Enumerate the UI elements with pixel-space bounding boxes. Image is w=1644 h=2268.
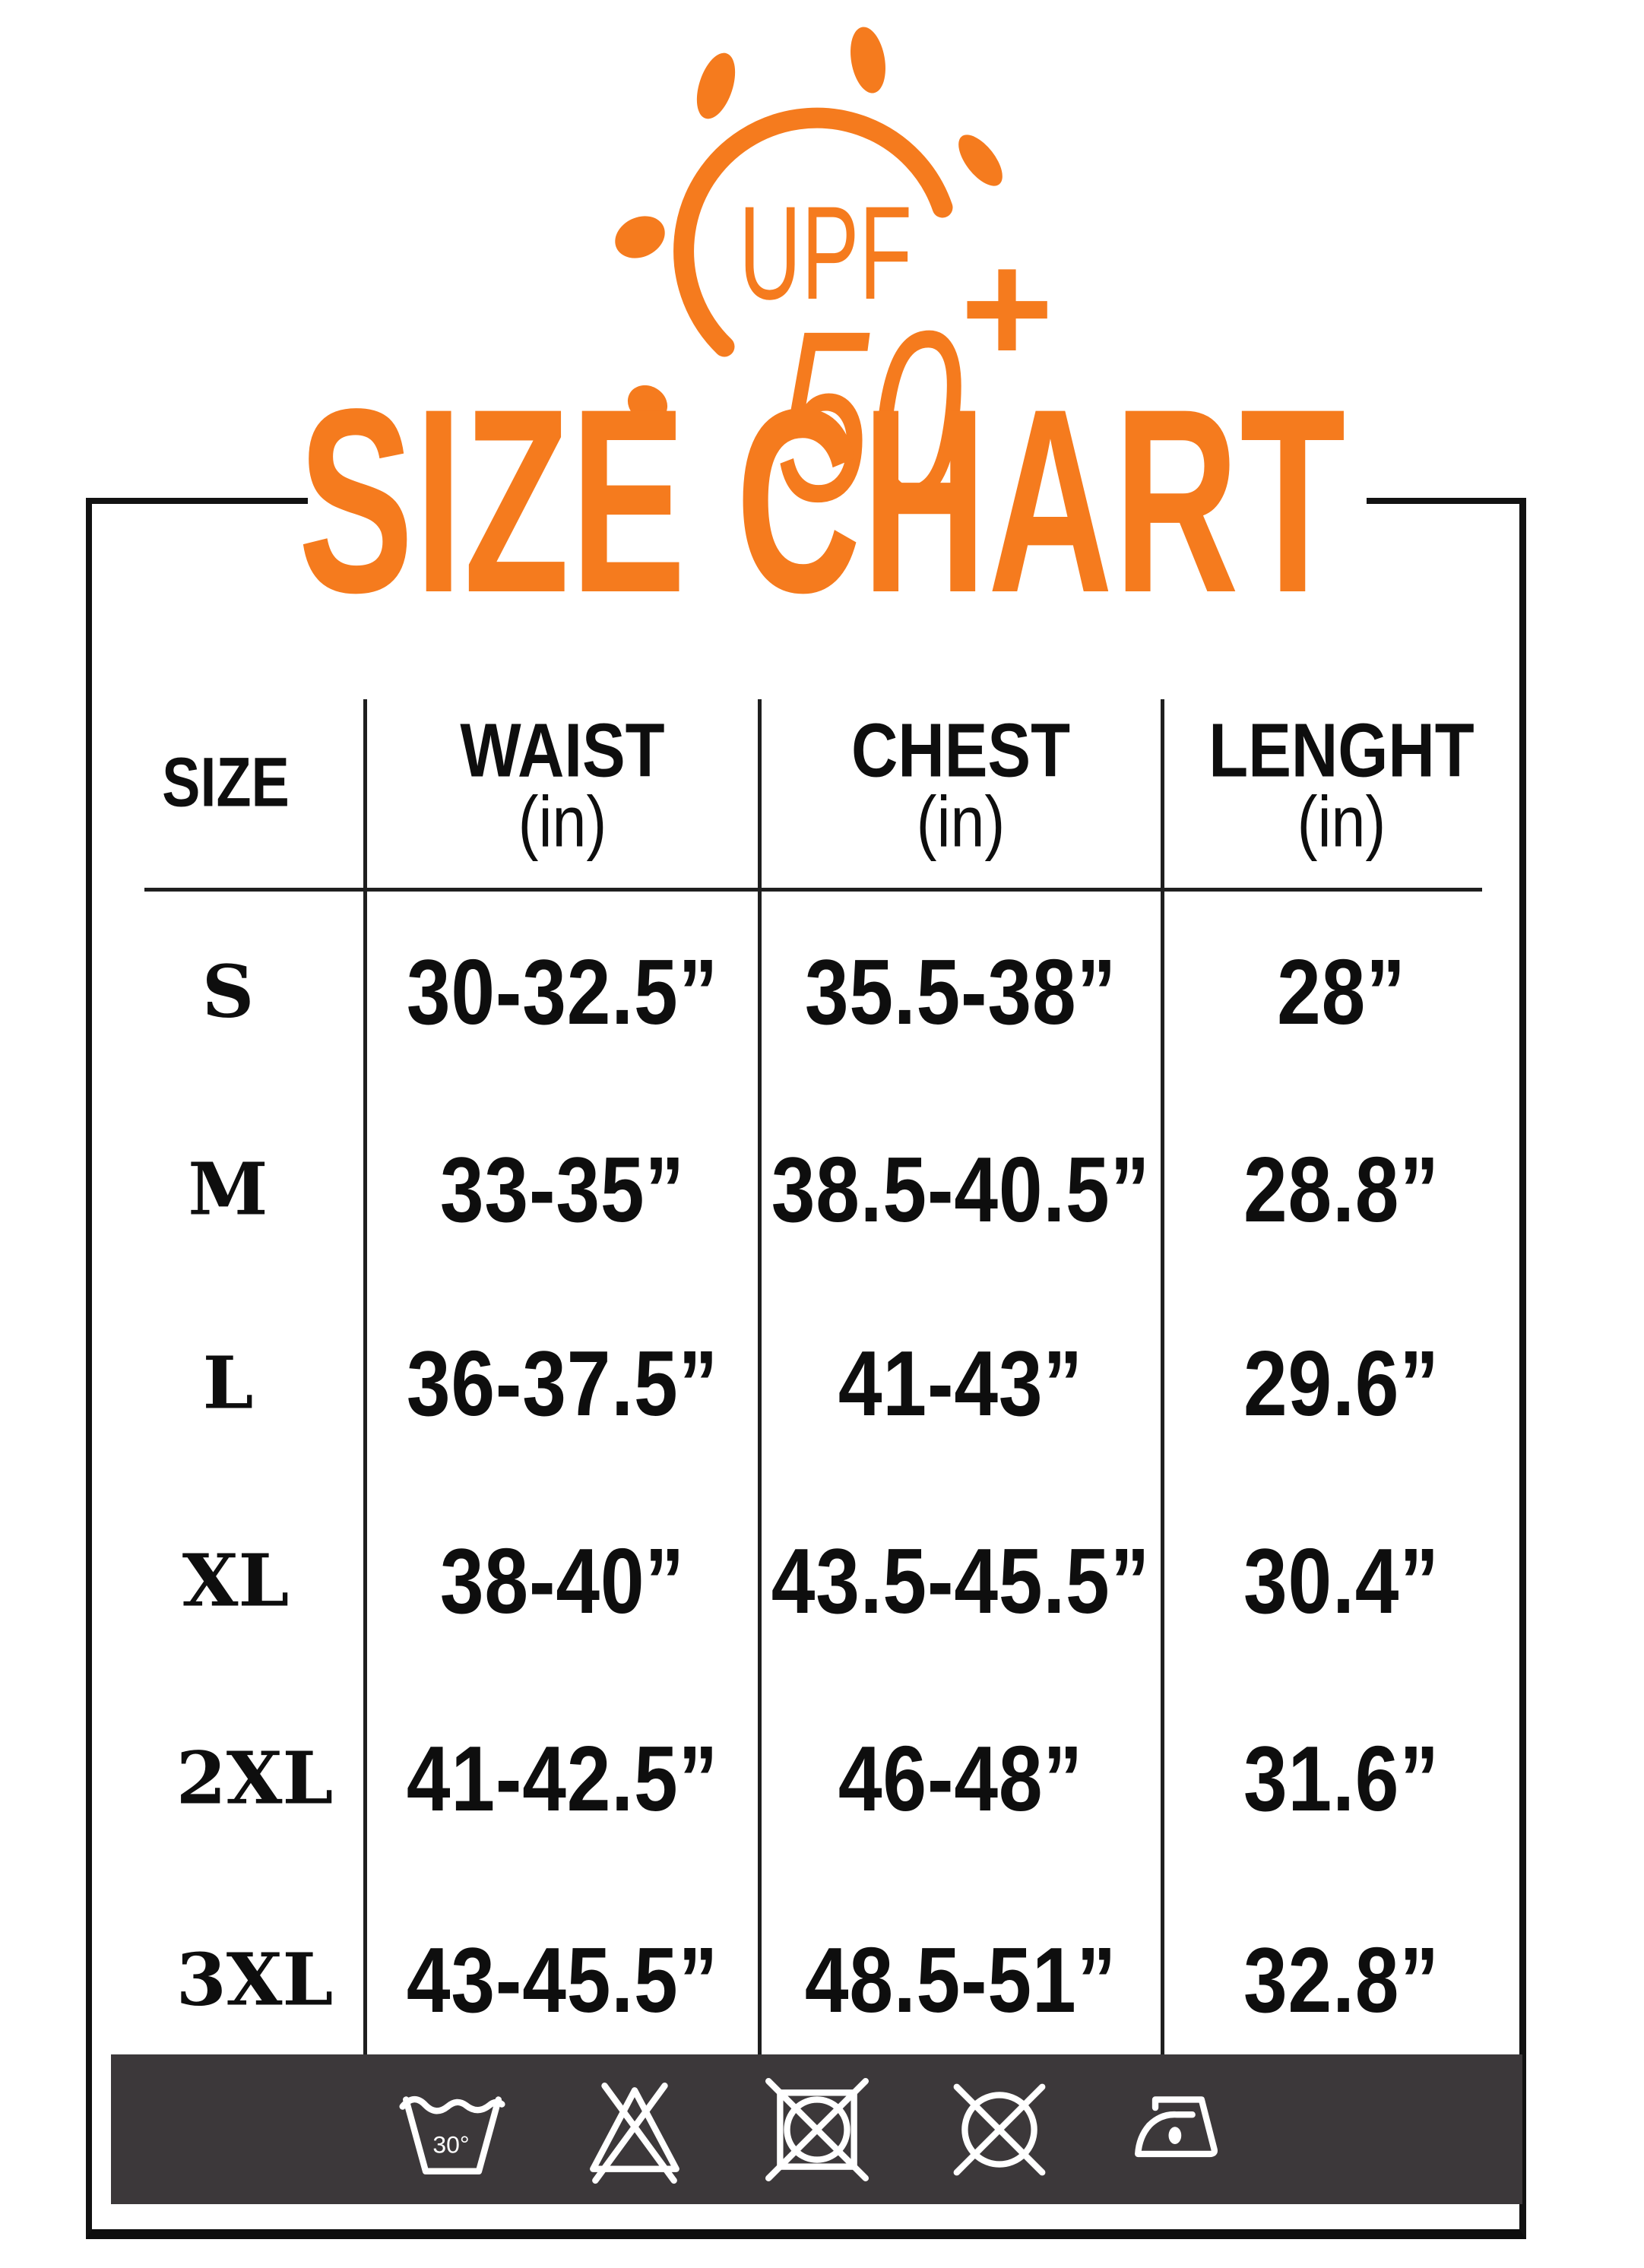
column-divider — [758, 699, 762, 2054]
header-chest: CHEST — [851, 708, 1071, 793]
column-divider — [1161, 699, 1164, 2054]
cell-length: 29.6” — [1243, 1332, 1440, 1435]
header-size: SIZE — [162, 743, 290, 822]
cell-waist: 43-45.5” — [406, 1928, 719, 2032]
cell-chest: 41-43” — [838, 1332, 1084, 1435]
sun-ray-icon — [851, 27, 885, 93]
cell-chest: 35.5-38” — [804, 940, 1117, 1044]
sun-ray-icon — [615, 216, 665, 258]
column-divider — [363, 699, 367, 2054]
do-not-tumble-dry-icon — [759, 2072, 875, 2187]
header-length: LENGHT — [1208, 708, 1475, 793]
frame-top-line-left — [86, 498, 308, 504]
row-size-label: L — [202, 1341, 254, 1426]
header-underline — [144, 888, 1482, 892]
page-title: SIZE CHART — [0, 370, 1644, 632]
wash-temp-label: 30° — [432, 2130, 469, 2158]
cell-chest: 46-48” — [838, 1727, 1084, 1830]
cell-length: 28.8” — [1243, 1138, 1440, 1241]
cell-waist: 30-32.5” — [406, 940, 719, 1044]
cell-chest: 48.5-51” — [804, 1928, 1117, 2032]
cell-waist: 36-37.5” — [406, 1332, 719, 1435]
cell-length: 30.4” — [1243, 1529, 1440, 1633]
frame-top-line-right — [1367, 498, 1526, 504]
sun-arc — [673, 107, 953, 357]
cell-waist: 33-35” — [439, 1138, 686, 1241]
sun-ray-icon — [958, 135, 1003, 186]
row-size-label: S — [201, 949, 255, 1034]
logo-upf-text: UPF — [739, 179, 912, 328]
cell-length: 28” — [1277, 940, 1406, 1044]
care-instructions-bar: 30° — [111, 2054, 1522, 2204]
header-chest-unit: (in) — [916, 781, 1006, 863]
row-size-label: 2XL — [176, 1736, 334, 1821]
cell-length: 31.6” — [1243, 1727, 1440, 1830]
do-not-bleach-icon — [577, 2072, 692, 2187]
chart-frame — [86, 498, 1526, 2239]
logo-fifty-text: 50 — [777, 280, 964, 513]
cell-chest: 38.5-40.5” — [771, 1138, 1151, 1241]
header-waist: WAIST — [460, 708, 665, 793]
page-title-text: SIZE CHART — [297, 355, 1347, 648]
logo-plus-text: + — [961, 219, 1054, 398]
upf50-sun-logo: UPF 50 + — [600, 19, 1056, 552]
cell-waist: 41-42.5” — [406, 1727, 719, 1830]
iron-low-heat-icon — [1124, 2072, 1240, 2187]
row-size-label: XL — [182, 1538, 290, 1623]
header-length-unit: (in) — [1297, 781, 1386, 863]
header-waist-unit: (in) — [518, 781, 607, 863]
row-size-label: 3XL — [176, 1937, 334, 2023]
sun-ray-icon — [696, 52, 736, 119]
cell-length: 32.8” — [1243, 1928, 1440, 2032]
sun-icon: UPF 50 + — [615, 27, 1054, 552]
row-size-label: M — [188, 1147, 268, 1232]
do-not-dry-clean-icon — [942, 2072, 1057, 2187]
cell-chest: 43.5-45.5” — [771, 1529, 1151, 1633]
sun-ray-icon — [627, 385, 668, 423]
cell-waist: 38-40” — [439, 1529, 686, 1633]
machine-wash-30-icon: 30° — [394, 2072, 510, 2187]
